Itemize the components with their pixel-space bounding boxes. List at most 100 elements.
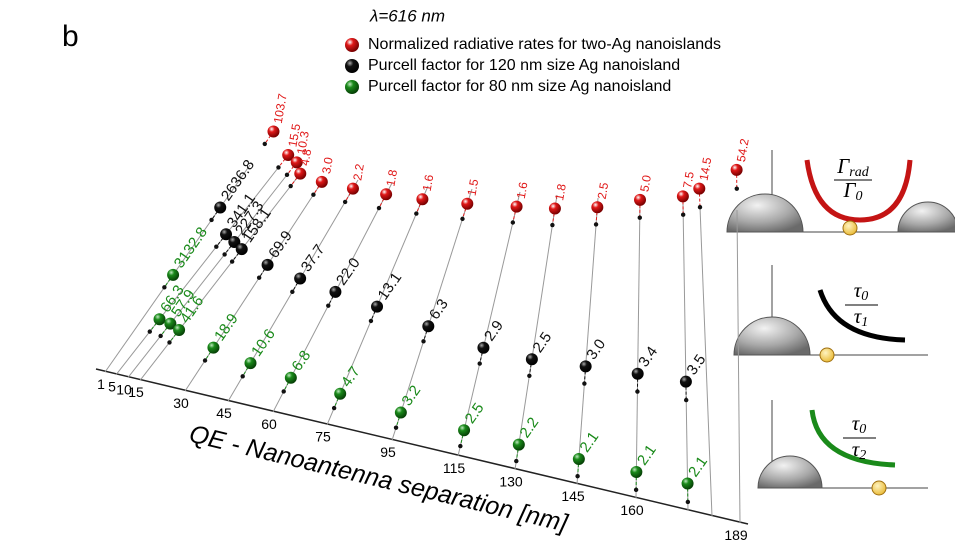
fraction-num: τ0	[852, 411, 867, 437]
nanoisland	[897, 201, 955, 233]
anchor-point	[458, 443, 463, 449]
anchor-point	[311, 192, 316, 197]
data-label: 37.7	[298, 241, 329, 275]
x-tick-label: 1	[97, 376, 105, 392]
data-point	[315, 175, 328, 188]
anchor-point	[284, 172, 290, 178]
legend-marker	[345, 80, 359, 94]
data-point	[477, 341, 490, 354]
anchor-point	[510, 220, 516, 225]
category-line	[514, 194, 558, 470]
nanoisland	[733, 316, 811, 356]
data-label: 4.7	[338, 363, 364, 390]
data-point	[334, 387, 347, 400]
data-point	[548, 202, 561, 215]
nanoisland	[757, 455, 823, 489]
anchor-point	[393, 425, 399, 430]
legend-label: Normalized radiative rates for two-Ag na…	[368, 36, 721, 53]
data-point	[173, 324, 186, 337]
quantum-emitter	[819, 347, 835, 363]
data-point	[461, 197, 474, 210]
connector	[698, 188, 701, 208]
data-label: 5.0	[637, 174, 654, 193]
data-point	[510, 200, 523, 213]
quantum-emitter	[871, 480, 887, 496]
data-point	[380, 188, 393, 201]
data-point	[261, 258, 274, 271]
anchor-point	[376, 205, 382, 211]
anchor-point	[477, 361, 482, 366]
data-point	[525, 353, 538, 366]
symbol: τ	[852, 437, 861, 461]
x-tick-label: 10	[116, 381, 132, 397]
data-label: 3.0	[319, 156, 336, 175]
anchor-point	[637, 215, 642, 220]
category-line	[127, 170, 291, 378]
data-point	[693, 182, 706, 195]
anchor-point	[697, 204, 703, 210]
x-tick-label: 45	[216, 405, 232, 421]
data-point	[290, 156, 303, 169]
category-line	[391, 188, 473, 441]
data-point	[512, 438, 525, 451]
category-line	[184, 176, 326, 392]
anchor-point	[421, 339, 426, 344]
fraction-num: Γrad	[836, 154, 869, 180]
x-tick-label: 5	[108, 378, 116, 394]
x-tick-label: 75	[315, 429, 331, 445]
data-label: 6.8	[288, 347, 314, 374]
data-label: 7.5	[680, 170, 697, 189]
data-point	[214, 201, 227, 214]
category-line	[635, 200, 641, 499]
anchor-point	[331, 405, 337, 411]
anchor-point	[256, 275, 262, 280]
anchor-point	[202, 358, 208, 363]
x-tick-label: 115	[443, 460, 466, 476]
nanoisland	[726, 193, 804, 233]
data-label: 18.9	[211, 311, 242, 345]
anchor-point	[582, 381, 587, 386]
data-point	[591, 201, 604, 214]
data-label: 2.2	[350, 163, 367, 182]
data-point	[679, 375, 692, 388]
data-point	[220, 228, 233, 241]
data-label: 1.6	[514, 181, 531, 200]
anchor-point	[222, 252, 227, 257]
data-label: 1.6	[420, 173, 437, 192]
category-line	[104, 164, 251, 373]
fraction-den: Γ0	[843, 178, 863, 204]
data-point	[394, 406, 407, 419]
x-tick-label: 15	[128, 384, 144, 400]
fraction-num: τ0	[854, 278, 869, 304]
subscript: 0	[855, 189, 862, 204]
category-line	[682, 203, 689, 511]
x-tick-label: 145	[561, 488, 585, 504]
x-tick-label: 95	[380, 444, 396, 460]
data-point	[167, 268, 180, 281]
data-label: 10.3	[294, 130, 312, 156]
category-line	[576, 197, 599, 485]
category-line	[139, 173, 301, 381]
data-label: 2.1	[634, 442, 660, 469]
category-line	[699, 206, 713, 517]
data-point	[294, 167, 307, 180]
data-label: 4.8	[298, 148, 315, 167]
data-point	[631, 367, 644, 380]
category-line	[115, 167, 279, 376]
data-label: 6.3	[426, 296, 452, 323]
anchor-point	[209, 217, 214, 223]
anchor-point	[214, 244, 219, 249]
category-line	[736, 209, 741, 524]
data-point	[634, 193, 647, 206]
data-point	[579, 360, 592, 373]
data-label: 54.2	[734, 137, 752, 163]
inset-curve	[817, 289, 906, 343]
data-label: 3132.8	[171, 224, 211, 271]
data-point	[228, 235, 241, 248]
subscript: 1	[861, 315, 868, 330]
data-label: 13.1	[375, 269, 406, 303]
x-tick-label: 189	[724, 527, 748, 542]
data-point	[730, 163, 743, 176]
data-point	[164, 317, 177, 330]
anchor-point	[342, 199, 348, 205]
